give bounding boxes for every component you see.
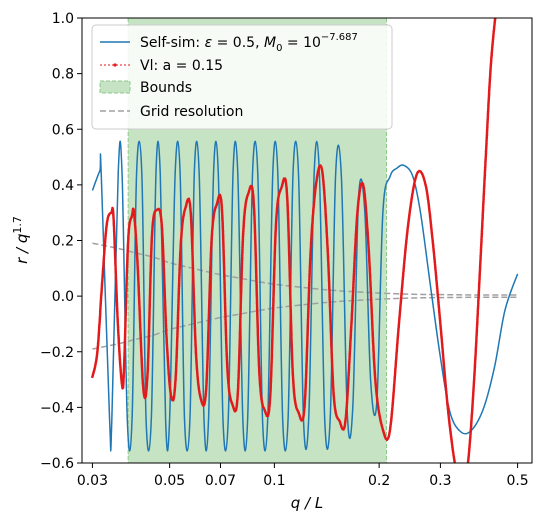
vl-point bbox=[494, 15, 497, 18]
vl-point bbox=[459, 487, 462, 490]
vl-point bbox=[456, 476, 459, 479]
vl-point bbox=[457, 479, 460, 482]
vl-point bbox=[463, 484, 466, 487]
vl-point bbox=[454, 467, 457, 470]
vl-point bbox=[455, 472, 458, 475]
legend-patch-bounds bbox=[99, 80, 131, 94]
vl-point bbox=[460, 490, 463, 493]
vl-point bbox=[462, 487, 465, 490]
vl-point bbox=[496, 0, 499, 1]
y-tick-label: 1.0 bbox=[52, 11, 74, 27]
x-tick-label: 0.1 bbox=[263, 473, 285, 489]
vl-point bbox=[464, 479, 467, 482]
y-axis-label: r / q1.7 bbox=[11, 216, 31, 264]
vl-point bbox=[464, 481, 467, 484]
vl-point bbox=[459, 489, 462, 492]
vl-point bbox=[465, 476, 468, 479]
vl-point bbox=[495, 10, 498, 13]
vl-point bbox=[454, 465, 457, 468]
vl-point bbox=[458, 484, 461, 487]
vl-point bbox=[463, 485, 466, 488]
vl-point bbox=[465, 471, 468, 474]
x-tick-label: 0.3 bbox=[429, 473, 451, 489]
vl-point bbox=[458, 486, 461, 489]
vl-point bbox=[455, 468, 458, 471]
series-vl-markers bbox=[91, 0, 499, 493]
y-tick-label: −0.6 bbox=[40, 456, 74, 472]
vl-point bbox=[495, 12, 498, 15]
y-tick-label: 0.4 bbox=[52, 178, 74, 194]
vl-point bbox=[456, 475, 459, 478]
vl-point bbox=[454, 464, 457, 467]
vl-point bbox=[462, 488, 465, 491]
vl-point bbox=[467, 463, 470, 466]
legend-label-selfsim: Self-sim: ε = 0.5, M0 = 10−7.687 bbox=[140, 32, 358, 54]
y-tick-label: −0.4 bbox=[40, 400, 74, 416]
vl-point bbox=[466, 465, 469, 468]
x-axis-ticks: 0.03 0.05 0.07 0.1 0.2 0.3 0.5 bbox=[77, 463, 529, 489]
vl-point bbox=[466, 467, 469, 470]
vl-point bbox=[495, 4, 498, 7]
y-tick-label: 0.6 bbox=[52, 122, 74, 138]
vl-point bbox=[495, 5, 498, 8]
legend-label-vl: Vl: a = 0.15 bbox=[140, 58, 223, 74]
x-axis-label: q / L bbox=[291, 494, 323, 512]
y-axis-ticks: 1.0 0.8 0.6 0.4 0.2 0.0 −0.2 −0.4 −0.6 bbox=[40, 11, 82, 472]
vl-point bbox=[495, 8, 498, 11]
legend: Self-sim: ε = 0.5, M0 = 10−7.687 Vl: a =… bbox=[91, 24, 393, 130]
y-tick-label: 0.0 bbox=[52, 289, 74, 305]
vl-point bbox=[457, 483, 460, 486]
vl-point bbox=[465, 474, 468, 477]
vl-point bbox=[465, 473, 468, 476]
vl-point bbox=[456, 478, 459, 481]
vl-point bbox=[464, 482, 467, 485]
x-tick-label: 0.2 bbox=[368, 473, 390, 489]
vl-point bbox=[466, 468, 469, 471]
vl-point bbox=[495, 7, 498, 10]
svg-text:r / q1.7: r / q1.7 bbox=[11, 216, 31, 264]
vl-point bbox=[465, 478, 468, 481]
vl-point bbox=[466, 470, 469, 473]
legend-label-bounds: Bounds bbox=[140, 80, 192, 96]
vl-point bbox=[494, 13, 497, 16]
y-tick-label: 0.8 bbox=[52, 67, 74, 83]
vl-point bbox=[496, 0, 499, 3]
series-selfsim bbox=[91, 140, 519, 452]
series-layer bbox=[91, 0, 519, 493]
legend-box bbox=[91, 24, 393, 130]
vl-point bbox=[457, 481, 460, 484]
x-tick-label: 0.05 bbox=[154, 473, 185, 489]
y-tick-label: −0.2 bbox=[40, 345, 74, 361]
vl-point bbox=[496, 2, 499, 5]
vl-point bbox=[455, 473, 458, 476]
y-tick-label: 0.2 bbox=[52, 234, 74, 250]
x-tick-label: 0.07 bbox=[205, 473, 236, 489]
legend-label-grid: Grid resolution bbox=[140, 104, 243, 120]
x-tick-label: 0.03 bbox=[77, 473, 108, 489]
legend-marker-vl bbox=[113, 63, 117, 67]
x-tick-label: 0.5 bbox=[506, 473, 528, 489]
vl-point bbox=[455, 470, 458, 473]
